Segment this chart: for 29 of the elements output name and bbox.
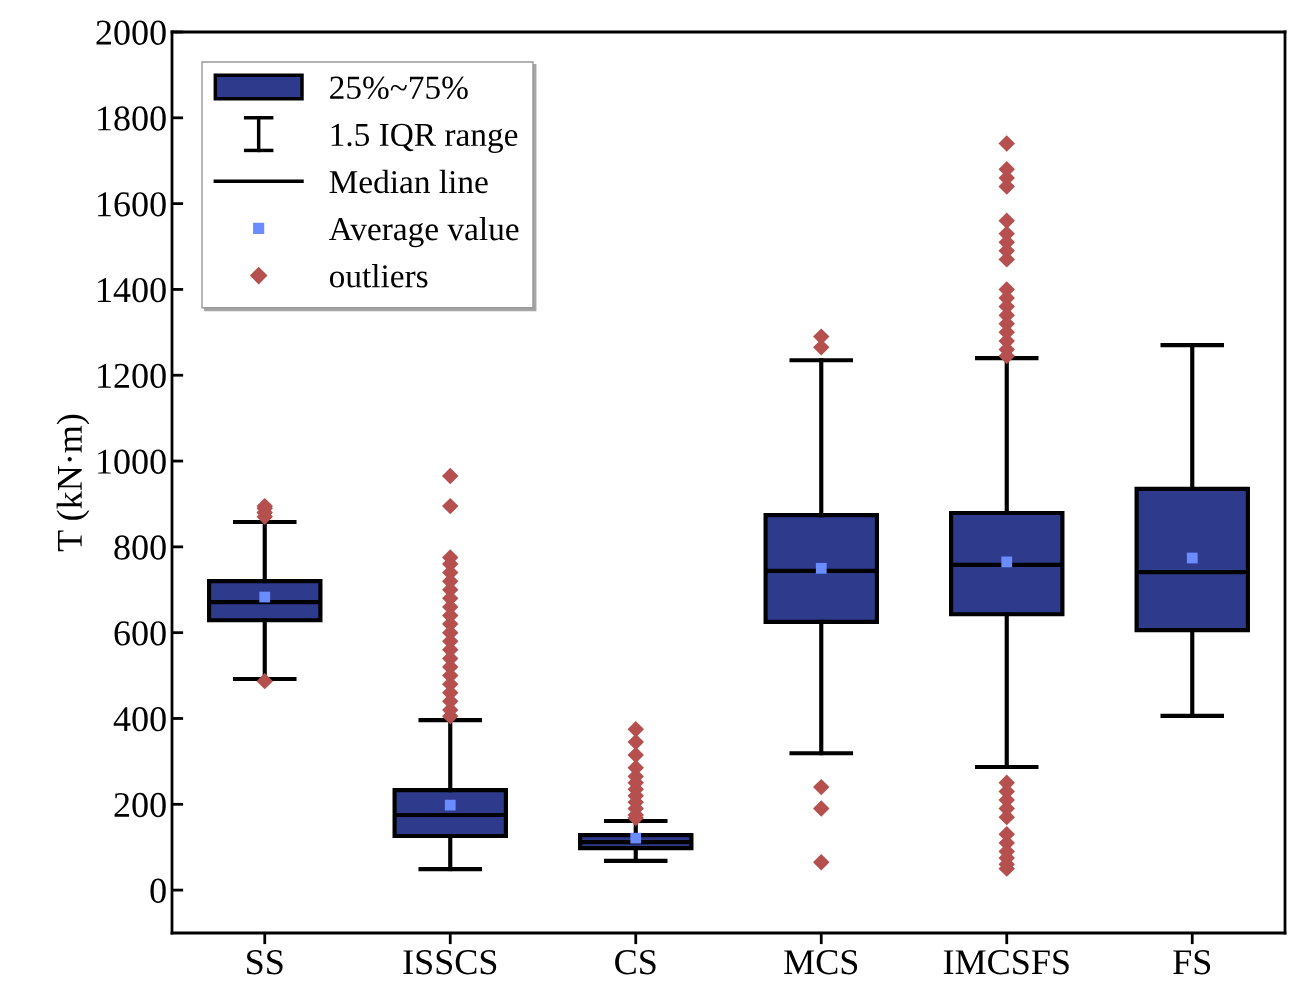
x-tick-label: MCS [784,950,858,975]
y-tick-label: 1000 [98,449,166,474]
point [815,562,827,574]
x-tick-label: ISSCS [403,950,497,975]
y-tick-label: 600 [114,621,166,646]
x-tick-label: SS [247,950,283,975]
y-tick-label: 1600 [98,192,166,217]
legend-label: 25%~75% [330,76,468,100]
x-tick-label: IMCSFS [943,950,1069,975]
y-tick-label: 1800 [98,106,166,131]
legend-label: Average value [328,216,519,248]
y-tick-label: 400 [113,706,166,732]
y-tick-label: 800 [114,535,166,560]
point [259,591,271,603]
annotation: Median line [329,169,488,194]
point [1001,556,1013,568]
y-tick-label: 2000 [96,20,166,45]
x-tick-label: CS [615,950,656,975]
y-tick-label: 1400 [98,277,166,303]
y-tick-label: 0 [150,878,166,903]
x-tick-label: FS [1173,950,1211,975]
y-tick-label: 200 [114,792,166,818]
annotation: 1.5 IQR range [331,123,518,153]
point [630,832,642,844]
legend-label: outliers [329,264,428,288]
y-axis-title: T (kN·m) [56,414,90,552]
point [1186,552,1198,564]
y-tick-label: 1200 [98,363,166,389]
point [444,799,456,811]
